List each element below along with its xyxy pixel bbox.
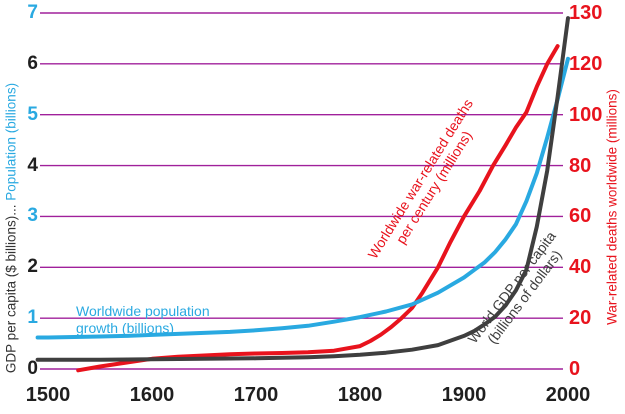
x-tick-1700: 1700 <box>233 384 279 406</box>
y-right-tick-20: 20 <box>569 307 592 330</box>
y-left-tick-1: 1 <box>27 307 38 329</box>
annotation-population-line1: Worldwide population <box>76 303 210 319</box>
y-left-tick-2: 2 <box>27 256 38 278</box>
series-line-world-gdp <box>35 16 570 362</box>
y-axis-right-title: War-related deaths worldwide (millions) <box>604 89 620 325</box>
annotation-population-label: Worldwide population growth (billions) <box>76 303 210 337</box>
y-axis-left-title: GDP per capita ($ billions)... Populatio… <box>4 83 19 373</box>
series-line-worldwide-war-related <box>76 44 560 373</box>
x-tick-1600: 1600 <box>129 384 175 406</box>
x-tick-1900: 1900 <box>441 384 487 406</box>
y-right-tick-40: 40 <box>569 256 592 279</box>
y-axis-left-title-gdp-part: GDP per capita ($ billions)... <box>3 204 19 374</box>
series-line-worldwide-population <box>35 56 570 340</box>
y-right-tick-130: 130 <box>569 2 603 24</box>
annotation-population-line2: growth (billions) <box>76 320 175 336</box>
x-tick-2000: 2000 <box>545 384 591 406</box>
y-left-tick-3: 3 <box>27 205 38 227</box>
x-tick-1800: 1800 <box>337 384 383 406</box>
y-right-tick-120: 120 <box>569 52 603 75</box>
y-right-tick-60: 60 <box>569 205 592 228</box>
y-right-tick-100: 100 <box>569 103 603 126</box>
y-axis-left-title-population-part: Population (billions) <box>3 82 19 205</box>
y-left-tick-7: 7 <box>27 2 38 23</box>
x-tick-1500: 1500 <box>25 384 71 406</box>
y-right-tick-0: 0 <box>569 358 581 380</box>
y-left-tick-4: 4 <box>27 154 38 176</box>
y-left-tick-6: 6 <box>27 52 38 74</box>
y-right-tick-80: 80 <box>569 154 592 177</box>
y-left-tick-5: 5 <box>27 103 38 125</box>
y-left-tick-0: 0 <box>27 358 38 379</box>
